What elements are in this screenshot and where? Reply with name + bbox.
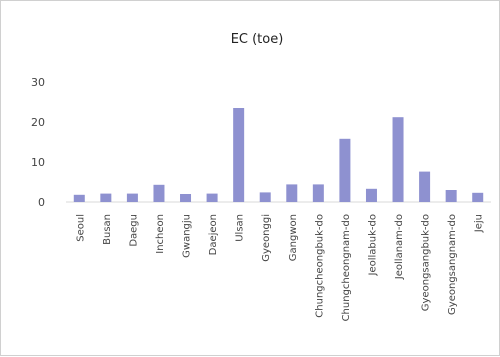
y-tick-label: 0: [38, 196, 45, 209]
bar-incheon: [153, 184, 165, 202]
bar-daejeon: [206, 193, 218, 202]
x-tick-label: Gangwon: [288, 214, 299, 261]
bar-busan: [100, 193, 112, 202]
bar-jeju: [472, 192, 484, 202]
x-tick-label: Daegu: [128, 214, 139, 247]
x-tick-label: Gyeongsangbuk-do: [421, 214, 432, 311]
chart-title: EC (toe): [231, 32, 284, 47]
y-tick-label: 10: [31, 156, 45, 169]
bars: [73, 108, 484, 202]
bar-chungcheongbuk-do: [312, 184, 324, 202]
x-tick-label: Busan: [102, 214, 113, 245]
bar-gyeongsangnam-do: [445, 190, 457, 202]
y-axis: 0 10 20 30: [31, 76, 45, 209]
bar-gwangju: [180, 194, 192, 202]
x-tick-label: Jeju: [474, 214, 485, 233]
x-tick-label: Gwangju: [182, 214, 193, 258]
x-tick-label: Seoul: [75, 214, 86, 242]
x-tick-label: Gyeongsangnam-do: [447, 214, 458, 315]
y-tick-label: 20: [31, 116, 45, 129]
x-tick-label: Gyeonggi: [261, 214, 272, 262]
bar-gangwon: [286, 184, 298, 202]
x-tick-label: Jeollabuk-do: [367, 214, 378, 276]
x-tick-label: Ulsan: [235, 214, 246, 242]
x-tick-label: Chungcheongbuk-do: [314, 214, 325, 318]
x-tick-label: Chungcheongnam-do: [341, 214, 352, 321]
bar-jeollanam-do: [392, 117, 404, 202]
bar-ulsan: [233, 108, 245, 202]
x-axis-labels: Seoul Busan Daegu Incheon Gwangju Daejeon Ulsa…: [75, 214, 484, 321]
x-tick-label: Jeollanam-do: [394, 214, 405, 280]
x-tick-label: Incheon: [155, 214, 166, 254]
bar-seoul: [73, 194, 85, 202]
bar-jeollabuk-do: [365, 188, 377, 202]
bar-chungcheongnam-do: [339, 138, 351, 202]
bar-daegu: [126, 193, 138, 202]
x-tick-label: Daejeon: [208, 214, 219, 255]
y-tick-label: 30: [31, 76, 45, 89]
bar-gyeongsangbuk-do: [419, 171, 431, 202]
bar-gyeonggi: [259, 192, 271, 202]
